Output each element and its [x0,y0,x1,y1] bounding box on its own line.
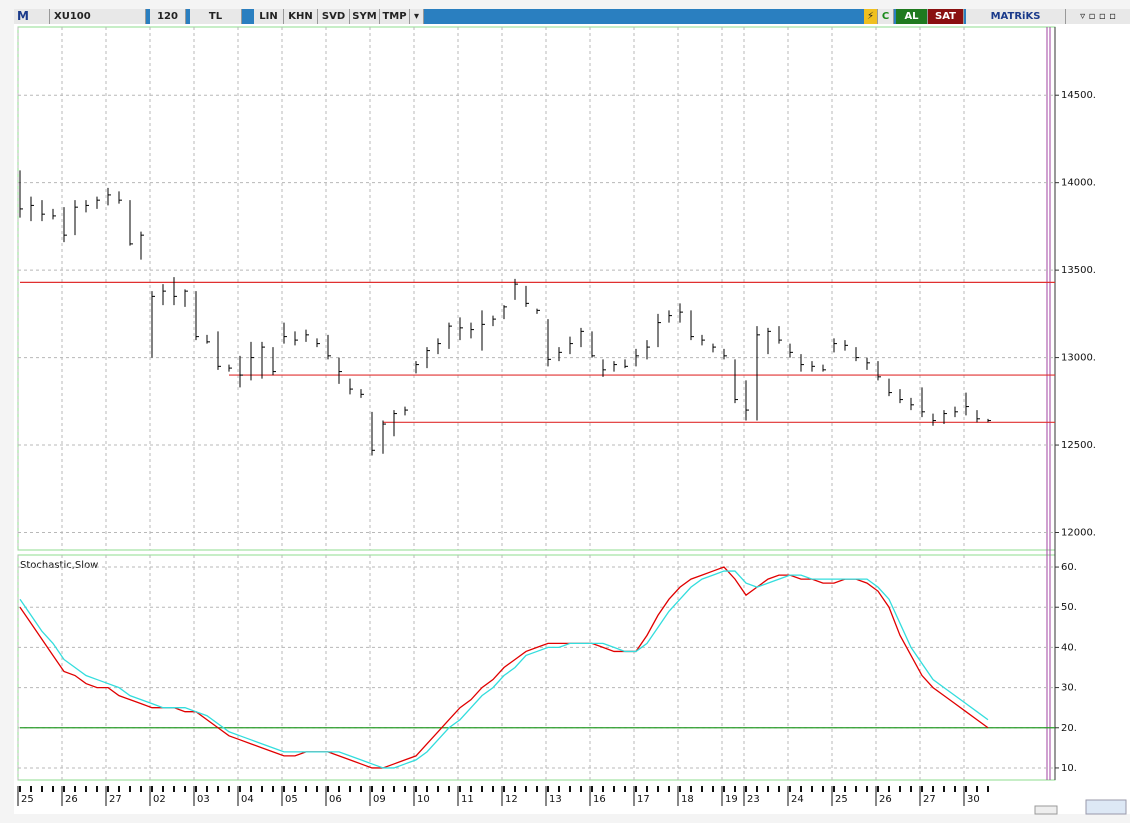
tool-button[interactable]: LIN [254,9,284,24]
dropdown[interactable]: ▾ [410,9,424,24]
x-tick-label: 09 [373,794,386,805]
y-tick-label: 12000. [1061,528,1096,539]
x-tick-label: 10 [417,794,430,805]
period-box[interactable]: 120 [150,9,186,24]
logo-text: M [17,9,29,23]
scroll-box[interactable] [1034,805,1058,815]
refresh-button[interactable]: C [878,9,894,24]
x-tick-label: 18 [681,794,694,805]
y-tick-label: 20. [1061,723,1077,734]
logo[interactable]: M [14,9,50,24]
sell-button[interactable]: SAT [928,9,964,24]
x-tick-label: 02 [153,794,166,805]
panel-title: Stochastic,Slow [20,560,98,571]
stoch-line [19,570,989,769]
alert-icon[interactable]: ⚡ [864,9,878,24]
toolbar: M XU100 120 TL LIN KHN SVD SYM TMP ▾ ⚡ C… [14,9,1130,24]
y-tick-label: 60. [1061,562,1077,573]
x-tick-label: 25 [21,794,34,805]
x-tick-label: 26 [879,794,892,805]
x-tick-label: 04 [241,794,254,805]
y-tick-label: 40. [1061,642,1077,653]
x-tick-label: 25 [835,794,848,805]
tool-button[interactable]: SVD [318,9,350,24]
currency-box[interactable]: TL [190,9,242,24]
x-tick-label: 27 [109,794,122,805]
x-tick-label: 06 [329,794,342,805]
x-tick-label: 05 [285,794,298,805]
y-tick-label: 13000. [1061,353,1096,364]
buy-button[interactable]: AL [896,9,928,24]
brand: MATRiKS [966,9,1066,24]
tool-button[interactable]: TMP [380,9,410,24]
tool-button[interactable]: KHN [284,9,318,24]
window-buttons[interactable]: ▿ ▫ ▫ ▫ [1066,9,1130,24]
y-tick-label: 50. [1061,602,1077,613]
x-tick-label: 17 [637,794,650,805]
y-tick-label: 12500. [1061,440,1096,451]
y-tick-label: 10. [1061,763,1077,774]
tool-button[interactable]: SYM [350,9,380,24]
y-tick-label: 13500. [1061,265,1096,276]
y-tick-label: 14500. [1061,90,1096,101]
x-tick-label: 27 [923,794,936,805]
x-tick-label: 13 [549,794,562,805]
x-tick-label: 16 [593,794,606,805]
y-tick-label: 14000. [1061,178,1096,189]
chart-background [14,24,1130,814]
nav-buttons[interactable] [1085,799,1127,815]
x-tick-label: 23 [747,794,760,805]
y-tick-label: 30. [1061,683,1077,694]
x-tick-label: 24 [791,794,804,805]
stoch-line [19,566,989,769]
x-tick-label: 03 [197,794,210,805]
x-tick-label: 11 [461,794,474,805]
x-tick-label: 12 [505,794,518,805]
x-tick-label: 19 [725,794,738,805]
symbol-box[interactable]: XU100 [50,9,146,24]
x-tick-label: 30 [967,794,980,805]
x-tick-label: 26 [65,794,78,805]
